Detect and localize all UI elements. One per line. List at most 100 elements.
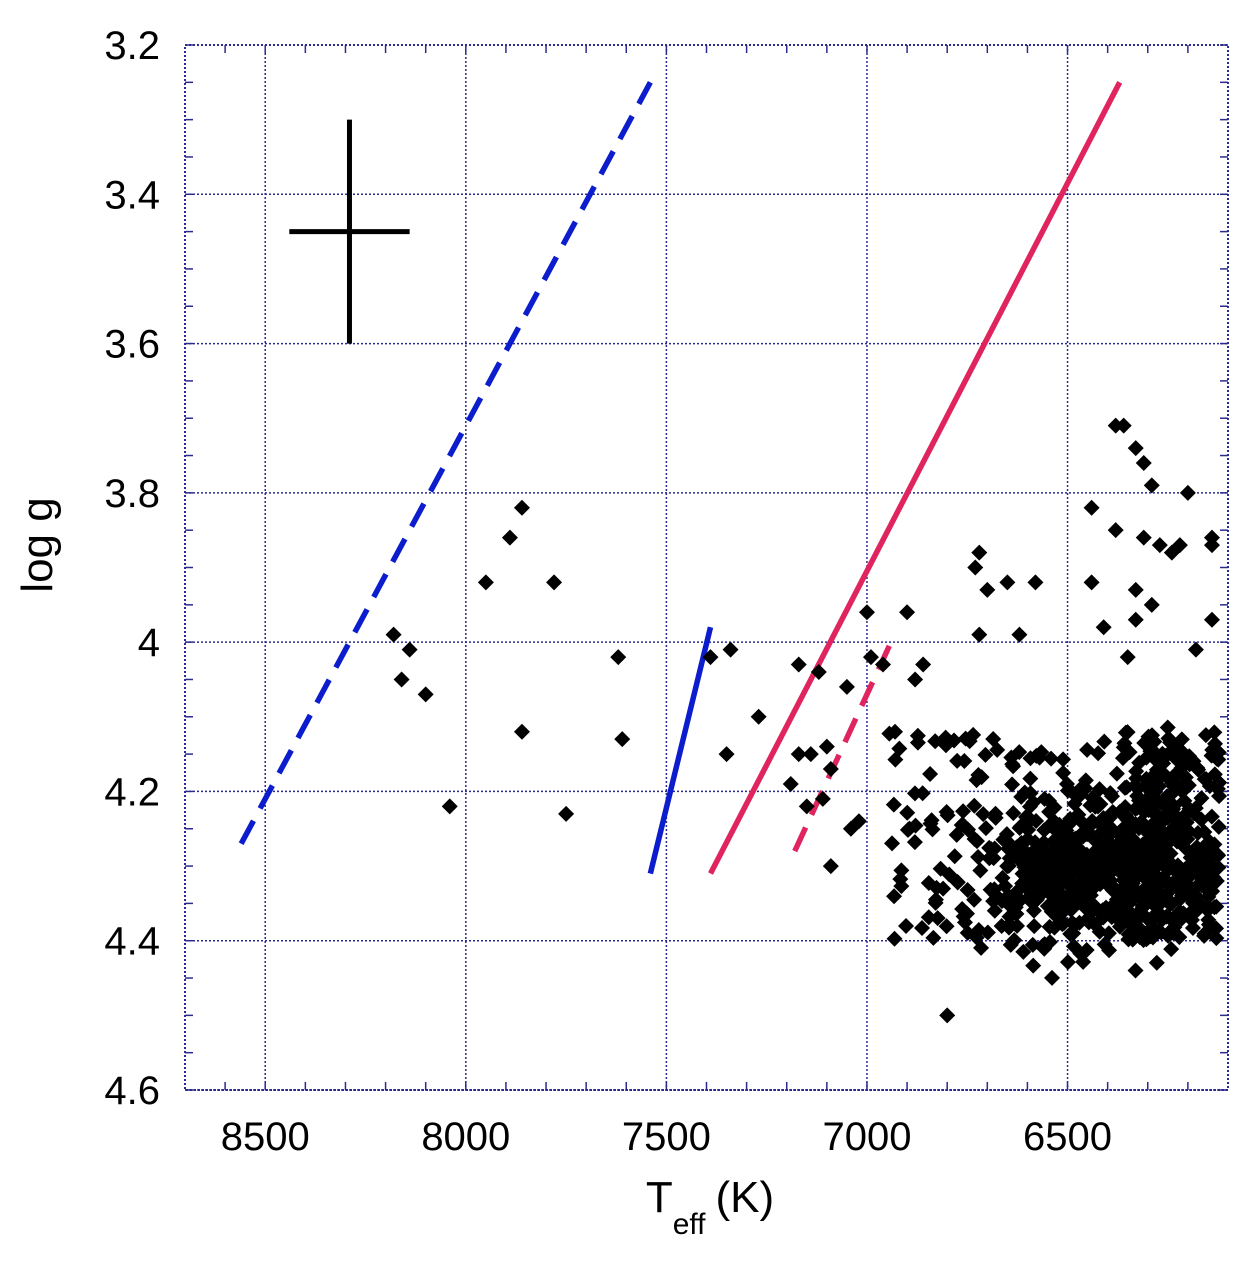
data-point: [822, 761, 839, 778]
data-point: [1043, 750, 1060, 767]
data-point: [546, 574, 563, 591]
data-point: [1168, 873, 1185, 890]
data-point: [906, 834, 923, 851]
data-point: [1193, 790, 1210, 807]
data-point: [1203, 611, 1220, 628]
data-point: [417, 686, 434, 703]
data-point: [899, 804, 916, 821]
data-point: [915, 656, 932, 673]
data-point: [1159, 746, 1176, 763]
data-point: [750, 708, 767, 725]
data-point: [1108, 765, 1125, 782]
data-point: [1062, 925, 1079, 942]
data-point: [782, 775, 799, 792]
data-point: [1189, 841, 1206, 858]
data-point: [513, 499, 530, 516]
data-point: [798, 798, 815, 815]
data-point: [1196, 927, 1213, 944]
data-point: [1041, 817, 1058, 834]
data-point: [957, 730, 974, 747]
data-point: [838, 678, 855, 695]
data-point: [972, 862, 989, 879]
data-point: [1083, 499, 1100, 516]
data-point: [920, 874, 937, 891]
data-point: [1059, 954, 1076, 971]
data-point: [1179, 831, 1196, 848]
data-point: [1105, 879, 1122, 896]
data-point: [1127, 440, 1144, 457]
data-point: [1210, 818, 1227, 835]
data-point: [722, 641, 739, 658]
data-point: [1183, 888, 1200, 905]
data-point: [1119, 649, 1136, 666]
data-point: [1127, 962, 1144, 979]
data-point: [987, 809, 1004, 826]
data-point: [920, 909, 937, 926]
data-point: [1187, 641, 1204, 658]
data-point: [1016, 859, 1033, 876]
data-point: [1204, 883, 1221, 900]
data-point: [790, 746, 807, 763]
data-point: [810, 664, 827, 680]
data-points: [385, 417, 1228, 1024]
data-point: [929, 910, 946, 927]
x-tick-label: 7500: [622, 1115, 711, 1159]
data-point: [1002, 936, 1019, 953]
data-point: [1065, 887, 1082, 904]
x-tick-label: 6500: [1023, 1115, 1112, 1159]
data-point: [973, 769, 990, 786]
data-point: [1173, 731, 1190, 748]
data-point: [1011, 744, 1028, 761]
data-point: [1004, 776, 1021, 793]
data-point: [850, 813, 867, 830]
data-point: [1027, 574, 1044, 591]
data-point: [958, 905, 975, 922]
data-point: [818, 738, 835, 755]
data-point: [886, 888, 903, 905]
data-point: [1154, 911, 1171, 928]
data-point: [1008, 839, 1025, 856]
data-point: [923, 812, 940, 829]
data-point: [1024, 936, 1041, 953]
data-point: [1209, 780, 1226, 797]
data-point: [939, 807, 956, 824]
data-point: [971, 626, 988, 643]
data-point: [1038, 856, 1055, 873]
data-point: [1011, 626, 1028, 643]
data-point: [1059, 815, 1076, 832]
data-point: [1127, 611, 1144, 628]
data-point: [986, 881, 1003, 898]
data-point: [966, 797, 983, 814]
data-point: [1088, 793, 1105, 810]
data-point: [893, 862, 910, 879]
data-point: [1162, 807, 1179, 824]
data-point: [1179, 484, 1196, 501]
data-point: [1196, 823, 1213, 840]
data-point: [1180, 777, 1197, 794]
data-point: [1107, 417, 1124, 434]
data-point: [1095, 809, 1112, 826]
data-point: [1176, 792, 1193, 809]
data-point: [1005, 805, 1022, 822]
data-point: [1078, 941, 1095, 958]
data-point: [1101, 942, 1118, 959]
data-point: [1203, 537, 1220, 554]
data-point: [477, 574, 494, 591]
dashed-model-line: [238, 81, 653, 845]
data-point: [971, 544, 988, 561]
data-point: [1096, 733, 1113, 750]
data-point: [993, 918, 1010, 935]
data-point: [1135, 455, 1152, 471]
data-point: [1008, 884, 1025, 901]
data-point: [979, 924, 996, 941]
data-point: [994, 869, 1011, 886]
data-point: [1193, 811, 1210, 828]
data-point: [1033, 877, 1050, 894]
data-point: [1044, 969, 1061, 986]
data-point: [1055, 751, 1072, 768]
data-point: [1206, 724, 1223, 741]
data-point: [1134, 900, 1151, 917]
data-point: [1066, 795, 1083, 812]
data-point: [886, 930, 903, 947]
data-point: [1041, 918, 1058, 935]
